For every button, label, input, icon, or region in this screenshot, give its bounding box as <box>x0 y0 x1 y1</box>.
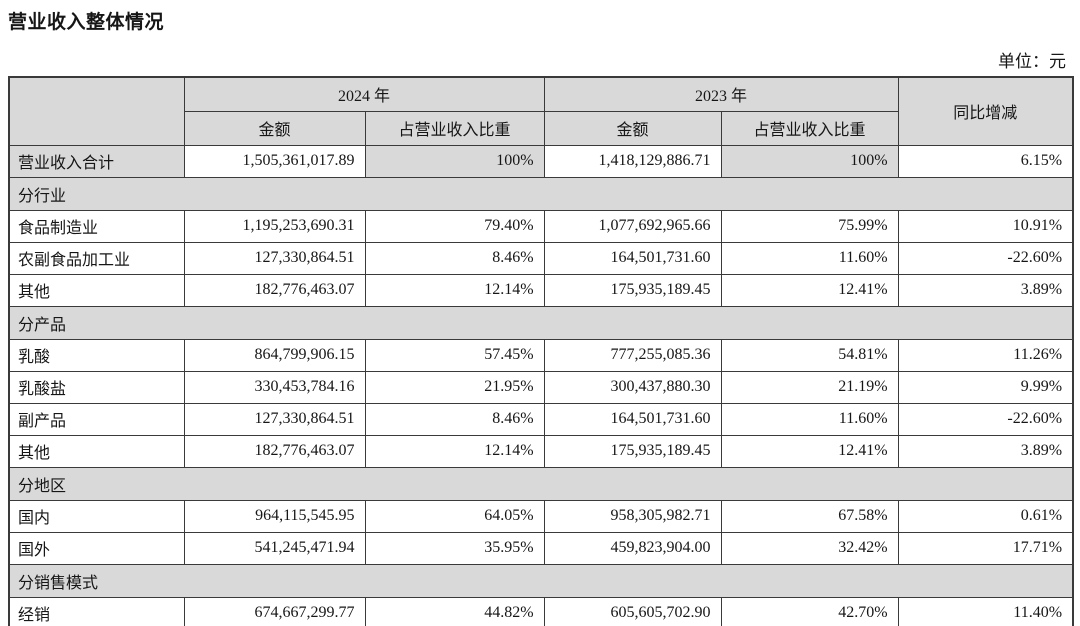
share-2023-cell: 11.60% <box>720 402 899 436</box>
amount-2023-cell: 300,437,880.30 <box>543 370 722 404</box>
header-year-2023: 2023 年 <box>543 76 899 112</box>
amount-2023-cell: 777,255,085.36 <box>543 338 722 372</box>
share-2024-cell: 100% <box>364 144 545 178</box>
row-label-cell: 经销 <box>8 596 185 626</box>
table-row: 营业收入合计 1,505,361,017.89 100% 1,418,129,886.… <box>8 144 1074 178</box>
corner-cell <box>8 76 185 146</box>
table-row: 经销 674,667,299.77 44.82% 605,605,702.90 42.7… <box>8 596 1074 626</box>
yoy-cell: -22.60% <box>897 402 1074 436</box>
share-2023-cell: 100% <box>720 144 899 178</box>
row-label-cell: 国内 <box>8 499 185 533</box>
amount-2023-cell: 1,418,129,886.71 <box>543 144 722 178</box>
amount-2023-cell: 164,501,731.60 <box>543 241 722 275</box>
yoy-cell: 11.26% <box>897 338 1074 372</box>
yoy-cell: 6.15% <box>897 144 1074 178</box>
amount-2024-cell: 1,505,361,017.89 <box>183 144 366 178</box>
share-2024-cell: 64.05% <box>364 499 545 533</box>
share-2024-cell: 8.46% <box>364 402 545 436</box>
section-label: 分销售模式 <box>8 563 1074 598</box>
amount-2023-cell: 164,501,731.60 <box>543 402 722 436</box>
table-row: 其他 182,776,463.07 12.14% 175,935,189.45 12.4… <box>8 434 1074 468</box>
share-2023-cell: 75.99% <box>720 209 899 243</box>
share-2024-cell: 21.95% <box>364 370 545 404</box>
amount-2023-cell: 958,305,982.71 <box>543 499 722 533</box>
header-share-2023: 占营业收入比重 <box>720 110 899 146</box>
yoy-cell: 3.89% <box>897 273 1074 307</box>
share-2024-cell: 35.95% <box>364 531 545 565</box>
page-title: 营业收入整体情况 <box>8 12 165 33</box>
share-2024-cell: 8.46% <box>364 241 545 275</box>
amount-2023-cell: 1,077,692,965.66 <box>543 209 722 243</box>
share-2023-cell: 67.58% <box>720 499 899 533</box>
section-row: 分地区 <box>8 466 1074 501</box>
header-amount-2024: 金额 <box>183 110 366 146</box>
amount-2024-cell: 330,453,784.16 <box>183 370 366 404</box>
amount-2024-cell: 541,245,471.94 <box>183 531 366 565</box>
share-2023-cell: 12.41% <box>720 434 899 468</box>
header-row-metrics: 金额 占营业收入比重 金额 占营业收入比重 <box>9 110 1073 146</box>
table-row: 食品制造业 1,195,253,690.31 79.40% 1,077,692,965… <box>8 209 1074 243</box>
row-label-cell: 其他 <box>8 273 185 307</box>
header-year-2024: 2024 年 <box>183 76 545 112</box>
amount-2024-cell: 964,115,545.95 <box>183 499 366 533</box>
yoy-cell: 3.89% <box>897 434 1074 468</box>
section-row: 分产品 <box>8 305 1074 340</box>
amount-2023-cell: 175,935,189.45 <box>543 273 722 307</box>
yoy-cell: -22.60% <box>897 241 1074 275</box>
section-label: 分地区 <box>8 466 1074 501</box>
header-share-2024: 占营业收入比重 <box>364 110 545 146</box>
amount-2024-cell: 127,330,864.51 <box>183 402 366 436</box>
share-2024-cell: 12.14% <box>364 273 545 307</box>
table-row: 乳酸 864,799,906.15 57.45% 777,255,085.36 54.8… <box>8 338 1074 372</box>
yoy-cell: 11.40% <box>897 596 1074 626</box>
header-yoy: 同比增减 <box>897 76 1074 146</box>
share-2024-cell: 57.45% <box>364 338 545 372</box>
amount-2024-cell: 1,195,253,690.31 <box>183 209 366 243</box>
section-row: 分行业 <box>8 176 1074 211</box>
row-label-cell: 农副食品加工业 <box>8 241 185 275</box>
yoy-cell: 10.91% <box>897 209 1074 243</box>
table-row: 农副食品加工业 127,330,864.51 8.46% 164,501,731.60… <box>8 241 1074 275</box>
table-row: 其他 182,776,463.07 12.14% 175,935,189.45 12.4… <box>8 273 1074 307</box>
row-label-cell: 副产品 <box>8 402 185 436</box>
amount-2024-cell: 127,330,864.51 <box>183 241 366 275</box>
table-row: 国内 964,115,545.95 64.05% 958,305,982.71 67.5… <box>8 499 1074 533</box>
section-label: 分行业 <box>8 176 1074 211</box>
row-label-cell: 其他 <box>8 434 185 468</box>
share-2023-cell: 54.81% <box>720 338 899 372</box>
header-row-years: 2024 年 2023 年 同比增减 <box>8 76 1074 146</box>
share-2023-cell: 42.70% <box>720 596 899 626</box>
section-label: 分产品 <box>8 305 1074 340</box>
amount-2023-cell: 459,823,904.00 <box>543 531 722 565</box>
share-2023-cell: 11.60% <box>720 241 899 275</box>
share-2023-cell: 21.19% <box>720 370 899 404</box>
table-row: 副产品 127,330,864.51 8.46% 164,501,731.60 11.6… <box>8 402 1074 436</box>
share-2023-cell: 12.41% <box>720 273 899 307</box>
row-label-cell: 乳酸盐 <box>8 370 185 404</box>
unit-label: 单位：元 <box>998 52 1066 71</box>
yoy-cell: 0.61% <box>897 499 1074 533</box>
share-2024-cell: 44.82% <box>364 596 545 626</box>
row-label-cell: 国外 <box>8 531 185 565</box>
yoy-cell: 17.71% <box>897 531 1074 565</box>
yoy-cell: 9.99% <box>897 370 1074 404</box>
share-2024-cell: 79.40% <box>364 209 545 243</box>
table-row: 国外 541,245,471.94 35.95% 459,823,904.00 32.4… <box>8 531 1074 565</box>
share-2023-cell: 32.42% <box>720 531 899 565</box>
table-row: 乳酸盐 330,453,784.16 21.95% 300,437,880.30 21.… <box>8 370 1074 404</box>
section-row: 分销售模式 <box>8 563 1074 598</box>
amount-2024-cell: 182,776,463.07 <box>183 273 366 307</box>
amount-2023-cell: 605,605,702.90 <box>543 596 722 626</box>
header-amount-2023: 金额 <box>543 110 722 146</box>
row-label-cell: 食品制造业 <box>8 209 185 243</box>
row-label-cell: 营业收入合计 <box>8 144 185 178</box>
revenue-table: 2024 年 2023 年 同比增减 金额 占营业收入比重 金额 占营业收入比重… <box>8 76 1075 626</box>
share-2024-cell: 12.14% <box>364 434 545 468</box>
amount-2024-cell: 864,799,906.15 <box>183 338 366 372</box>
amount-2024-cell: 674,667,299.77 <box>183 596 366 626</box>
amount-2024-cell: 182,776,463.07 <box>183 434 366 468</box>
amount-2023-cell: 175,935,189.45 <box>543 434 722 468</box>
row-label-cell: 乳酸 <box>8 338 185 372</box>
